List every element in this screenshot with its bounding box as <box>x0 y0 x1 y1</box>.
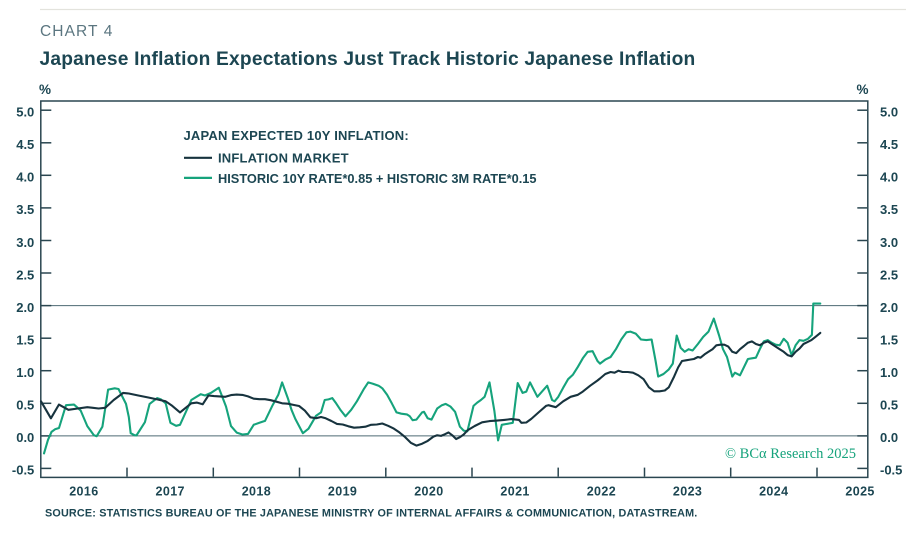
svg-text:2021: 2021 <box>500 485 529 499</box>
svg-text:HISTORIC 10Y RATE*0.85 + HISTO: HISTORIC 10Y RATE*0.85 + HISTORIC 3M RAT… <box>218 171 537 186</box>
svg-text:INFLATION MARKET: INFLATION MARKET <box>218 151 349 166</box>
svg-text:2025: 2025 <box>845 485 874 499</box>
svg-text:-0.5: -0.5 <box>12 463 34 478</box>
svg-text:2.5: 2.5 <box>16 267 34 282</box>
svg-text:2022: 2022 <box>587 485 616 499</box>
svg-text:3.5: 3.5 <box>880 202 898 217</box>
svg-text:1.0: 1.0 <box>880 365 898 380</box>
svg-text:4.5: 4.5 <box>880 137 898 152</box>
svg-text:4.0: 4.0 <box>880 170 898 185</box>
svg-text:1.0: 1.0 <box>16 365 34 380</box>
svg-text:3.5: 3.5 <box>16 202 34 217</box>
svg-text:1.5: 1.5 <box>880 333 898 348</box>
svg-text:-0.5: -0.5 <box>880 463 902 478</box>
svg-text:0.0: 0.0 <box>16 430 34 445</box>
svg-text:© BCα Research 2025: © BCα Research 2025 <box>725 446 856 462</box>
svg-text:0.5: 0.5 <box>16 398 34 413</box>
svg-text:2.0: 2.0 <box>880 300 898 315</box>
svg-text:2.0: 2.0 <box>16 300 34 315</box>
svg-text:5.0: 5.0 <box>880 105 898 120</box>
svg-text:0.0: 0.0 <box>880 430 898 445</box>
svg-text:2019: 2019 <box>328 485 357 499</box>
svg-text:2023: 2023 <box>673 485 702 499</box>
svg-text:5.0: 5.0 <box>16 105 34 120</box>
svg-text:%: % <box>39 82 51 97</box>
svg-text:1.5: 1.5 <box>16 333 34 348</box>
svg-text:JAPAN EXPECTED 10Y INFLATION:: JAPAN EXPECTED 10Y INFLATION: <box>184 128 409 143</box>
svg-text:2024: 2024 <box>759 485 788 499</box>
svg-text:4.5: 4.5 <box>16 137 34 152</box>
svg-text:2016: 2016 <box>69 485 98 499</box>
svg-text:4.0: 4.0 <box>16 170 34 185</box>
svg-text:3.0: 3.0 <box>880 235 898 250</box>
svg-text:2018: 2018 <box>242 485 271 499</box>
svg-text:CHART 4: CHART 4 <box>40 23 113 40</box>
svg-text:Japanese Inflation Expectation: Japanese Inflation Expectations Just Tra… <box>40 49 696 70</box>
svg-text:2020: 2020 <box>414 485 443 499</box>
svg-text:SOURCE: STATISTICS BUREAU OF T: SOURCE: STATISTICS BUREAU OF THE JAPANES… <box>45 508 697 520</box>
svg-text:3.0: 3.0 <box>16 235 34 250</box>
svg-text:0.5: 0.5 <box>880 398 898 413</box>
svg-text:2017: 2017 <box>155 485 184 499</box>
svg-text:2.5: 2.5 <box>880 267 898 282</box>
svg-text:%: % <box>856 82 868 97</box>
